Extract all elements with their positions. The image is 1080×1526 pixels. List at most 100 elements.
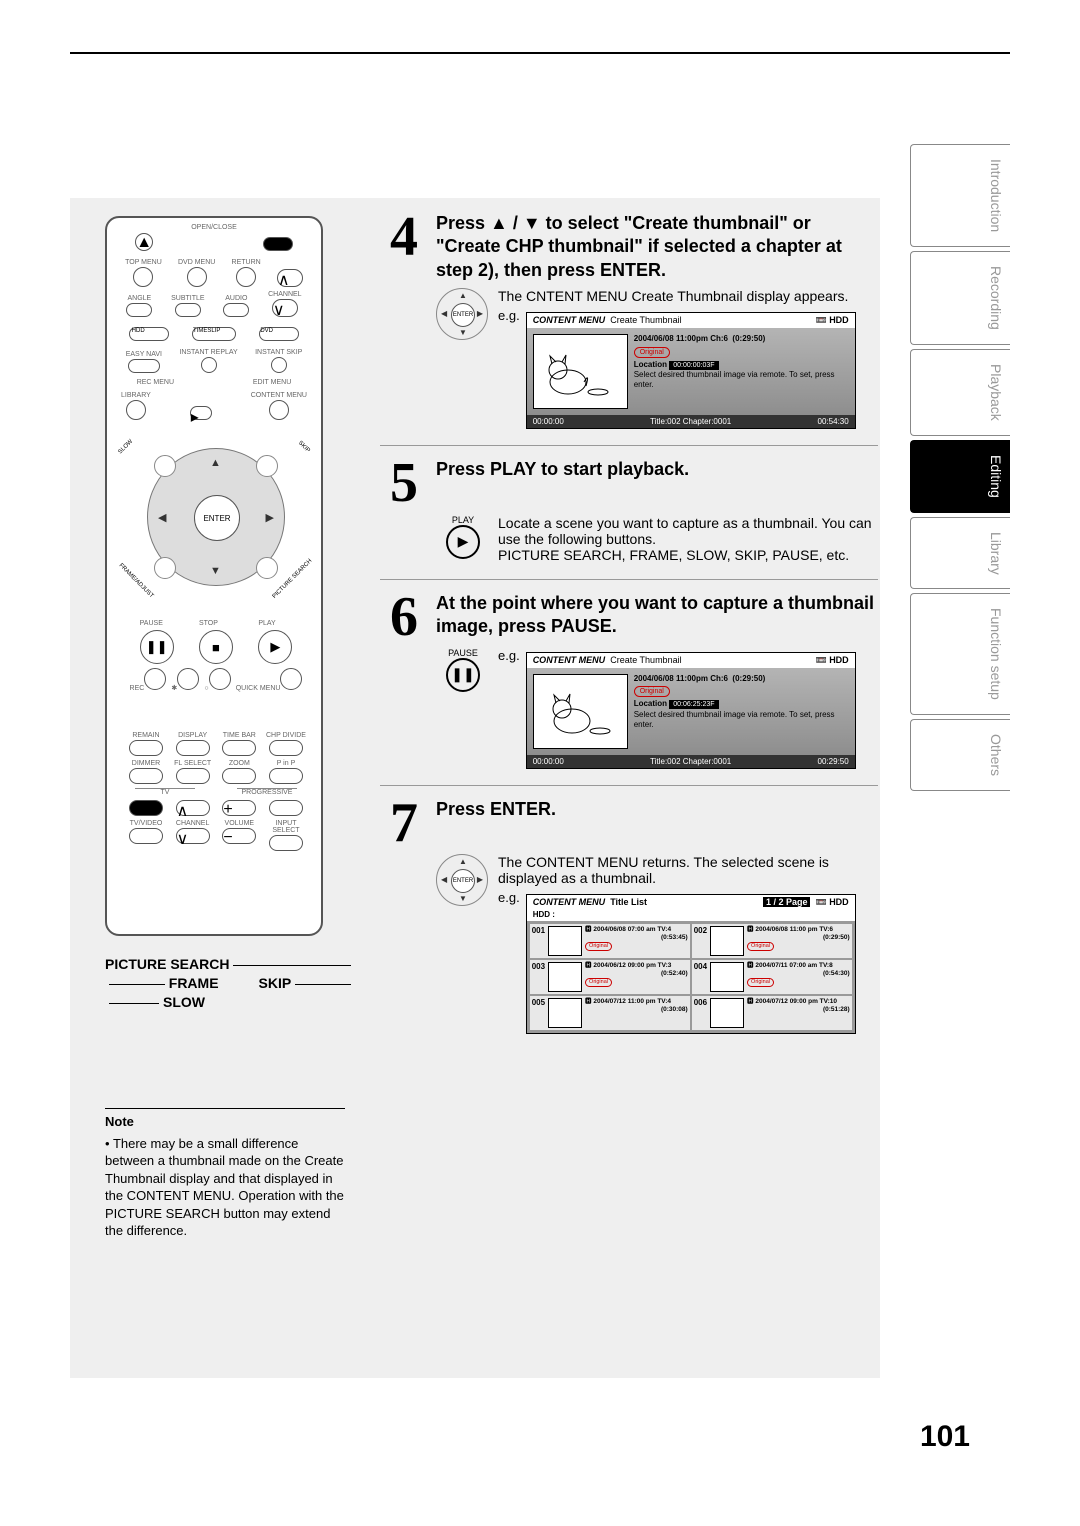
tv-ch-down-button[interactable]: ∨: [176, 828, 210, 844]
tv-power-button[interactable]: [129, 800, 163, 816]
dpad-tl[interactable]: [154, 455, 176, 477]
dpad-tr[interactable]: [256, 455, 278, 477]
label-open-close: OPEN/CLOSE: [107, 224, 321, 231]
time-bar-button[interactable]: [222, 740, 256, 756]
cell-thumb: [548, 962, 582, 992]
tab-introduction[interactable]: Introduction: [910, 144, 1010, 247]
label-remain: REMAIN: [132, 732, 159, 739]
step-7-heading: Press ENTER.: [436, 798, 878, 821]
tv-vol-down-button[interactable]: −: [222, 828, 256, 844]
tab-playback[interactable]: Playback: [910, 349, 1010, 436]
quick-menu-button[interactable]: [280, 668, 302, 690]
return-button[interactable]: [236, 267, 256, 287]
step-6-heading: At the point where you want to capture a…: [436, 592, 878, 639]
label-dvd-menu: DVD MENU: [178, 259, 215, 266]
remain-button[interactable]: [129, 740, 163, 756]
instant-skip-button[interactable]: [271, 357, 287, 373]
content-menu-button[interactable]: [269, 400, 289, 420]
mini-dpad-icon-7: ▲ ▼ ◀ ▶ ENTER: [436, 854, 488, 906]
title-cell[interactable]: 004 🅷 2004/07/11 07:00 am TV:8 (0:54:30)…: [692, 960, 852, 994]
tv-vol-up-button[interactable]: +: [222, 800, 256, 816]
fl-select-button[interactable]: [176, 768, 210, 784]
title-cell[interactable]: 006 🅷 2004/07/12 09:00 pm TV:10 (0:51:28…: [692, 996, 852, 1030]
tab-others[interactable]: Others: [910, 719, 1010, 791]
zoom-button[interactable]: [222, 768, 256, 784]
chp-divide-button[interactable]: [269, 740, 303, 756]
tv-video-button[interactable]: [129, 828, 163, 844]
input-select-button[interactable]: [269, 835, 303, 851]
up-nav-button[interactable]: ▸: [190, 406, 212, 420]
pause-label: PAUSE: [436, 648, 490, 658]
remote-control: OPEN/CLOSE ▲ TOP MENU DVD MENU RETURN ∧ …: [105, 216, 323, 936]
mini-dpad-icon: ▲ ▼ ◀ ▶ ENTER: [436, 288, 488, 340]
open-close-button[interactable]: ▲: [135, 233, 153, 251]
star-button[interactable]: [177, 668, 199, 690]
tab-editing[interactable]: Editing: [910, 440, 1010, 513]
label-channel-up: [289, 261, 291, 268]
easy-navi-button[interactable]: [128, 359, 160, 373]
eg-label-7: e.g.: [498, 890, 520, 905]
dpad-down[interactable]: ▼: [210, 565, 221, 577]
side-tabs: Introduction Recording Playback Editing …: [910, 144, 1010, 791]
step-5-body: Locate a scene you want to capture as a …: [498, 515, 878, 563]
label-library: LIBRARY: [121, 392, 151, 399]
dpad-br[interactable]: [256, 557, 278, 579]
label-slow: SLOW: [117, 439, 134, 456]
dvd-button[interactable]: DVD: [259, 327, 299, 341]
title-cell[interactable]: 001 🅷 2004/06/08 07:00 am TV:4 (0:53:45)…: [530, 924, 690, 958]
dvd-menu-button[interactable]: [187, 267, 207, 287]
label-dimmer: DIMMER: [132, 760, 160, 767]
channel-down-button[interactable]: ∨: [272, 299, 298, 317]
progressive-button[interactable]: [269, 800, 303, 816]
step-5: 5 Press PLAY to start playback. PLAY ▶ L…: [380, 445, 878, 578]
tab-recording[interactable]: Recording: [910, 251, 1010, 345]
circle-button[interactable]: [209, 668, 231, 690]
label-rec-menu: REC MENU: [137, 379, 174, 386]
pinp-button[interactable]: [269, 768, 303, 784]
tl-hdd: HDD: [829, 897, 849, 907]
tv-ch-up-button[interactable]: ∧: [176, 800, 210, 816]
label-zoom: ZOOM: [229, 760, 250, 767]
hdd-button[interactable]: HDD: [129, 327, 169, 341]
label-channel2: CHANNEL: [176, 820, 209, 827]
stop-button[interactable]: ■: [199, 630, 233, 664]
enter-button[interactable]: ENTER: [194, 495, 240, 541]
dimmer-button[interactable]: [129, 768, 163, 784]
rec-button[interactable]: [144, 668, 166, 690]
title-cell[interactable]: 002 🅷 2004/06/08 11:00 pm TV:6 (0:29:50)…: [692, 924, 852, 958]
tab-library[interactable]: Library: [910, 517, 1010, 590]
play-icon: ▶: [446, 525, 480, 559]
audio-button[interactable]: [223, 303, 249, 317]
title-cell[interactable]: 003 🅷 2004/06/12 09:00 pm TV:3 (0:52:40)…: [530, 960, 690, 994]
top-menu-button[interactable]: [133, 267, 153, 287]
osd1-hdd: HDD: [829, 315, 849, 325]
pause-button[interactable]: ❚❚: [140, 630, 174, 664]
label-channel: CHANNEL: [268, 291, 301, 298]
osd2-meta: 2004/06/08 11:00pm Ch:6: [634, 674, 728, 683]
osd2-original: Original: [634, 686, 670, 697]
eg-label: e.g.: [498, 308, 520, 323]
step-4-number: 4: [380, 212, 428, 262]
timeslip-button[interactable]: TIMESLIP: [192, 327, 236, 341]
dpad-up[interactable]: ▲: [210, 457, 221, 469]
tab-function-setup[interactable]: Function setup: [910, 593, 1010, 715]
mini-enter-7: ENTER: [451, 869, 475, 893]
subtitle-button[interactable]: [175, 303, 201, 317]
step-4-body: The CNTENT MENU Create Thumbnail display…: [498, 288, 878, 304]
title-cell[interactable]: 005 🅷 2004/07/12 11:00 pm TV:4 (0:30:08): [530, 996, 690, 1030]
title-list-screen: CONTENT MENU Title List 1 / 2 Page 📼 HDD…: [526, 894, 856, 1034]
label-instant-replay: INSTANT REPLAY: [179, 349, 237, 356]
library-button[interactable]: [126, 400, 146, 420]
dpad-right[interactable]: ▶: [266, 511, 274, 524]
label-time-bar: TIME BAR: [223, 732, 256, 739]
angle-button[interactable]: [126, 303, 152, 317]
dpad-bl[interactable]: [154, 557, 176, 579]
osd1-loc-value: 00:00:00:03F: [669, 361, 718, 370]
power-button[interactable]: [263, 237, 293, 251]
dpad-left[interactable]: ◀: [158, 511, 166, 524]
display-button[interactable]: [176, 740, 210, 756]
instant-replay-button[interactable]: [201, 357, 217, 373]
callout-slow: SLOW: [163, 994, 205, 1010]
play-button[interactable]: ▶: [258, 630, 292, 664]
channel-up-button[interactable]: ∧: [277, 269, 303, 287]
